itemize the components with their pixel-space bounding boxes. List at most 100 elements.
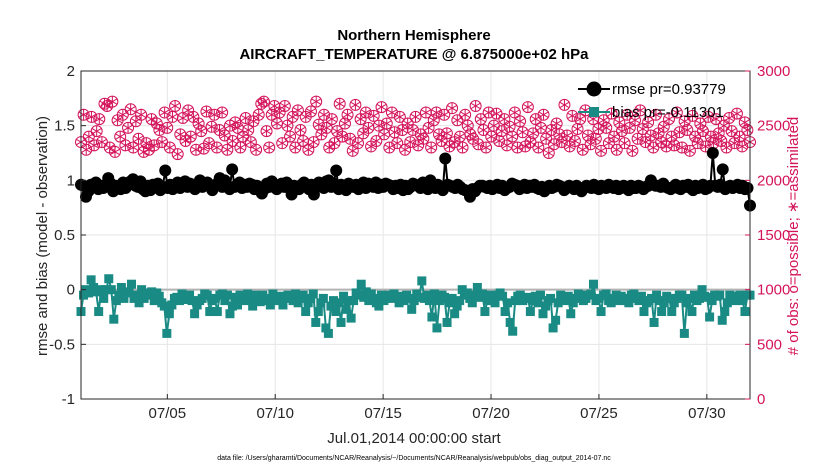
obs-count-marker — [242, 124, 255, 137]
bias-series — [76, 274, 755, 338]
x-tick-label: 07/05 — [149, 405, 187, 422]
bias-point — [546, 293, 556, 303]
bias-point — [717, 315, 727, 325]
bias-point — [376, 290, 386, 300]
bias-point — [255, 297, 265, 307]
bias-point — [500, 307, 510, 317]
bias-point — [657, 307, 667, 317]
obs-count-marker — [600, 121, 613, 134]
bias-point — [248, 301, 258, 311]
bias-point — [404, 293, 414, 303]
bias-point — [715, 290, 725, 300]
bias-point — [679, 328, 689, 338]
bias-point — [677, 290, 687, 300]
obs-count-marker — [723, 112, 736, 125]
bias-point — [450, 309, 460, 319]
y-right-tick-label: 0 — [757, 391, 765, 408]
y-right-tick-label: 3000 — [757, 63, 790, 80]
obs-count-marker — [391, 137, 404, 150]
bias-point — [104, 274, 114, 284]
bias-point — [288, 296, 298, 306]
bias-point — [268, 289, 278, 299]
obs-count-marker — [148, 139, 161, 152]
obs-count-marker — [730, 107, 743, 120]
x-tick-label: 07/25 — [580, 405, 618, 422]
obs-count-marker — [359, 106, 372, 119]
obs-count-marker — [676, 141, 689, 154]
bias-point — [457, 285, 467, 295]
bias-point — [722, 298, 732, 308]
y-left-axis-label: rmse and bias (model - observation) — [34, 116, 51, 356]
bias-point — [409, 296, 419, 306]
obs-count-marker — [349, 98, 362, 111]
bias-point — [99, 293, 109, 303]
bias-point — [659, 298, 669, 308]
bias-point — [79, 290, 89, 300]
bias-point — [94, 307, 104, 317]
obs-count-marker — [508, 106, 521, 119]
obs-count-marker — [124, 103, 137, 116]
bias-point — [563, 291, 573, 301]
bias-point — [689, 290, 699, 300]
bias-point — [336, 317, 346, 327]
bias-point — [394, 298, 404, 308]
obs-count-marker — [404, 136, 417, 149]
bias-point — [533, 298, 543, 308]
bias-point — [346, 313, 356, 323]
bias-point — [177, 289, 187, 299]
obs-count-marker — [304, 105, 317, 118]
obs-count-marker — [276, 137, 289, 150]
bias-point — [185, 290, 195, 300]
obs-count-marker — [239, 112, 252, 125]
bias-point — [429, 289, 439, 299]
obs-count-marker — [702, 110, 715, 123]
bias-point — [364, 296, 374, 306]
obs-count-marker — [419, 106, 432, 119]
obs-count-marker — [129, 115, 142, 128]
obs-count-marker — [252, 108, 265, 121]
bias-point — [737, 296, 747, 306]
bias-point — [427, 312, 437, 322]
obs-count-marker — [425, 141, 438, 154]
obs-count-marker — [169, 99, 182, 112]
obs-count-series — [75, 95, 756, 161]
bias-point — [664, 293, 674, 303]
bias-point — [301, 307, 311, 317]
bias-point — [654, 296, 664, 306]
y-left-tick-label: 0 — [67, 282, 75, 299]
obs-count-marker — [108, 145, 121, 158]
bias-point — [667, 307, 677, 317]
obs-count-marker — [372, 119, 385, 132]
obs-count-marker — [521, 101, 534, 114]
obs-count-marker — [605, 107, 618, 120]
bias-point — [551, 315, 561, 325]
obs-count-marker — [93, 113, 106, 126]
obs-count-marker — [352, 137, 365, 150]
legend-bias-marker — [589, 107, 599, 117]
obs-count-marker — [618, 137, 631, 150]
bias-point — [566, 309, 576, 319]
obs-count-marker — [668, 139, 681, 152]
bias-point — [482, 296, 492, 306]
obs-count-marker — [417, 132, 430, 145]
obs-count-marker — [409, 110, 422, 123]
bias-point — [227, 301, 237, 311]
obs-count-marker — [480, 141, 493, 154]
obs-count-marker — [683, 144, 696, 157]
obs-count-marker — [226, 134, 239, 147]
obs-count-marker — [310, 95, 323, 108]
obs-count-marker — [642, 116, 655, 129]
rmse-point — [706, 147, 719, 159]
chart-title-line1: Northern Hemisphere — [337, 27, 490, 44]
y-left-tick-label: -0.5 — [49, 336, 75, 353]
obs-count-marker — [122, 121, 135, 134]
bias-point — [611, 290, 621, 300]
bias-point — [323, 328, 333, 338]
bias-point — [230, 292, 240, 302]
obs-count-marker — [631, 132, 644, 145]
bias-point — [684, 293, 694, 303]
bias-point — [298, 290, 308, 300]
bias-point — [515, 290, 525, 300]
bias-point — [313, 307, 323, 317]
bias-point — [106, 285, 116, 295]
